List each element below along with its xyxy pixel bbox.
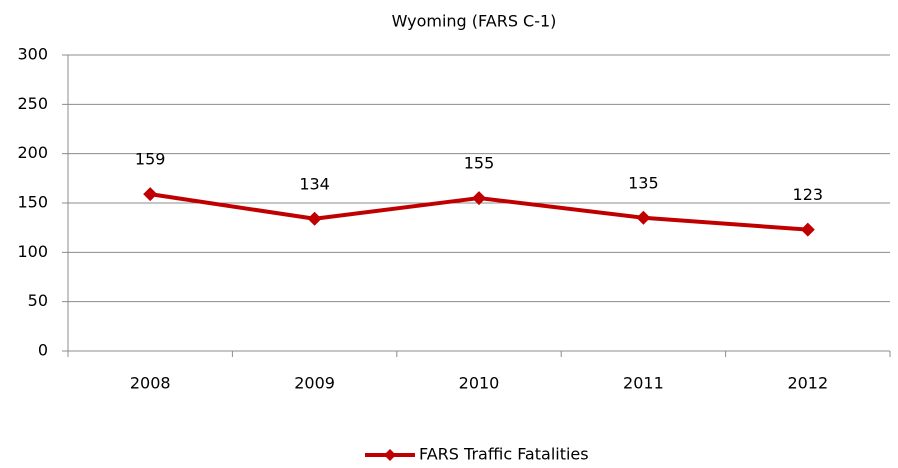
marker bbox=[636, 210, 651, 225]
x-tick-label: 2010 bbox=[459, 374, 500, 393]
marker bbox=[472, 191, 486, 206]
y-tick-label: 50 bbox=[28, 291, 48, 310]
x-tick-label: 2011 bbox=[623, 374, 664, 393]
x-tick-label: 2009 bbox=[294, 374, 335, 393]
data-label: 159 bbox=[135, 150, 166, 169]
data-label: 123 bbox=[793, 185, 824, 204]
data-label: 155 bbox=[464, 154, 495, 173]
x-tick-label: 2012 bbox=[787, 374, 828, 393]
marker bbox=[800, 222, 815, 237]
legend-marker bbox=[384, 449, 396, 461]
y-tick-label: 250 bbox=[17, 94, 48, 113]
marker bbox=[143, 187, 158, 202]
y-tick-label: 100 bbox=[17, 242, 48, 261]
legend-label: FARS Traffic Fatalities bbox=[419, 445, 589, 464]
marker bbox=[307, 211, 322, 226]
data-label: 135 bbox=[628, 173, 659, 192]
y-tick-label: 150 bbox=[17, 193, 48, 212]
y-tick-label: 200 bbox=[17, 143, 48, 162]
chart-title: Wyoming (FARS C-1) bbox=[392, 12, 557, 31]
y-tick-label: 0 bbox=[38, 341, 48, 360]
y-tick-label: 300 bbox=[17, 45, 48, 64]
x-tick-label: 2008 bbox=[130, 374, 171, 393]
data-label: 134 bbox=[299, 174, 330, 193]
